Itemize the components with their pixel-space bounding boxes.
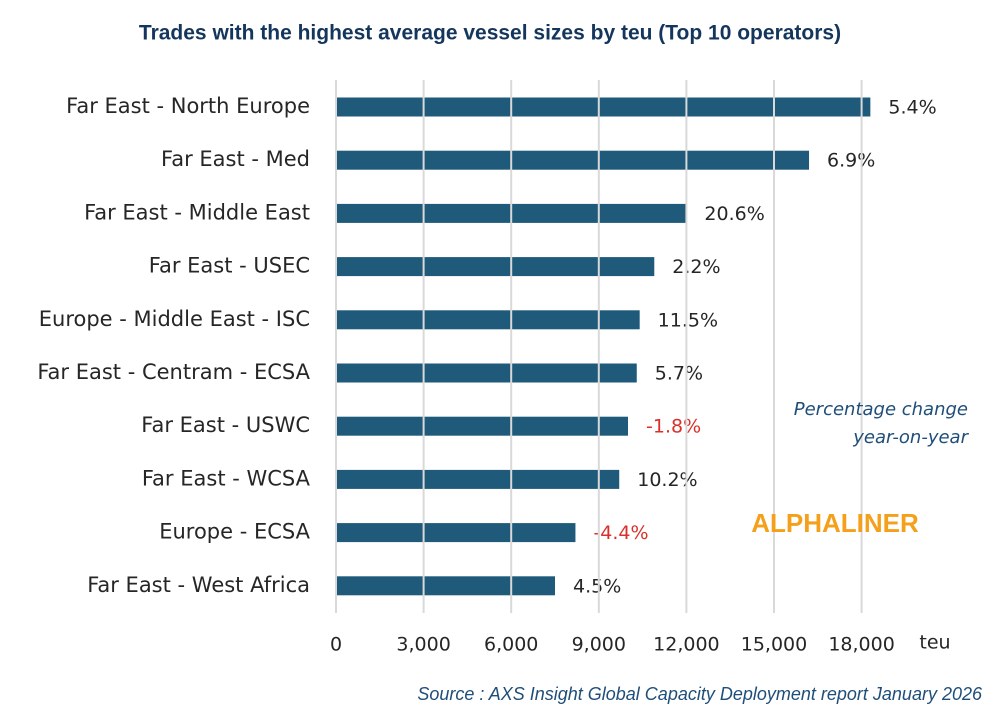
x-tick-label: 12,000 <box>653 634 719 656</box>
data-label: 20.6% <box>704 203 764 225</box>
y-tick-label: Far East - USEC <box>149 254 310 278</box>
x-tick-label: 9,000 <box>572 634 626 656</box>
data-label: 11.5% <box>658 309 718 331</box>
y-tick-label: Far East - West Africa <box>87 573 310 597</box>
bar <box>336 150 810 170</box>
data-label: 10.2% <box>637 469 697 491</box>
x-tick-label: 3,000 <box>396 634 450 656</box>
annotation: Percentage change <box>794 399 968 420</box>
x-tick-label: 6,000 <box>484 634 538 656</box>
bar <box>336 523 576 543</box>
source-note: Source : AXS Insight Global Capacity Dep… <box>417 684 983 704</box>
x-tick-label: 18,000 <box>828 634 894 656</box>
x-tick-label: 15,000 <box>741 634 807 656</box>
y-tick-label: Far East - WCSA <box>142 466 311 490</box>
data-label: -1.8% <box>646 416 701 438</box>
data-label: 2.2% <box>672 256 720 278</box>
y-tick-label: Far East - Middle East <box>84 200 310 224</box>
x-axis-label: teu <box>919 632 950 654</box>
bar <box>336 363 637 383</box>
bar <box>336 257 655 277</box>
y-tick-label: Far East - Centram - ECSA <box>37 360 310 384</box>
y-tick-label: Europe - ECSA <box>159 520 310 544</box>
y-tick-label: Europe - Middle East - ISC <box>39 307 310 331</box>
data-label: 6.9% <box>827 150 875 172</box>
y-tick-label: Far East - USWC <box>141 413 310 437</box>
chart-title: Trades with the highest average vessel s… <box>139 22 841 45</box>
brand-logo: ALPHALINER <box>751 508 919 538</box>
bar <box>336 576 555 596</box>
bar <box>336 310 640 330</box>
y-tick-label: Far East - North Europe <box>66 94 310 118</box>
bar <box>336 97 871 117</box>
annotation: year-on-year <box>852 427 969 448</box>
x-tick-label: 0 <box>330 634 342 656</box>
data-label: 4.5% <box>573 575 621 597</box>
data-label: -4.4% <box>593 522 648 544</box>
y-tick-label: Far East - Med <box>161 147 310 171</box>
data-label: 5.4% <box>888 97 936 119</box>
bar <box>336 416 628 436</box>
data-label: 5.7% <box>655 363 703 385</box>
bar <box>336 469 620 489</box>
